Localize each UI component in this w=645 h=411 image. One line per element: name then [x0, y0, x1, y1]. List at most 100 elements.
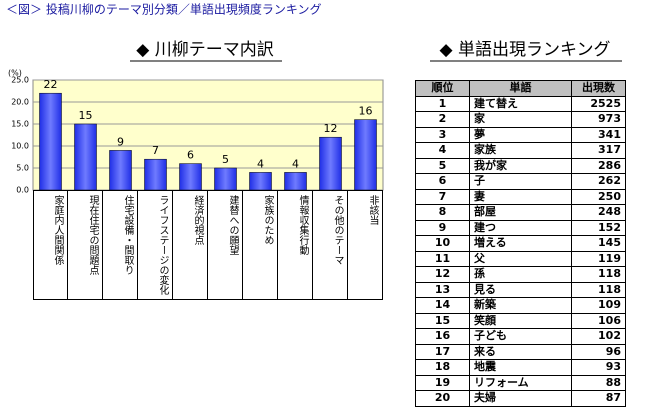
word: 来る	[469, 343, 572, 360]
word: 笑顔	[469, 312, 572, 329]
y-tick-label: 20.0	[11, 98, 29, 107]
value-label: 22	[44, 78, 58, 91]
count: 106	[571, 312, 626, 329]
x-tick-label: 住宅設備・間取り	[103, 190, 138, 300]
table-row: 6 子 262	[415, 173, 626, 190]
bar	[354, 119, 377, 191]
rank: 18	[415, 359, 470, 376]
word: リフォーム	[469, 374, 572, 391]
value-label: 12	[324, 122, 338, 135]
x-tick-label: 建替への願望	[208, 190, 243, 300]
count: 118	[571, 281, 626, 298]
count: 96	[571, 343, 626, 360]
bar	[144, 158, 167, 191]
table-row: 19 リフォーム 88	[415, 374, 626, 391]
column-header: 順位	[415, 80, 470, 97]
word: 地震	[469, 359, 572, 376]
table-row: 16 子ども 102	[415, 328, 626, 345]
value-label: 4	[257, 157, 264, 170]
word: 妻	[469, 188, 572, 205]
x-tick-label: ライフステージの変化	[138, 190, 173, 300]
word: 夢	[469, 126, 572, 143]
table-title: ◆ 単語出現ランキング	[440, 40, 611, 60]
rank: 2	[415, 111, 470, 128]
value-label: 16	[359, 105, 373, 118]
table-row: 4 家族 317	[415, 142, 626, 159]
table-row: 14 新築 109	[415, 297, 626, 314]
x-tick-label: 現在住宅の問題点	[68, 190, 103, 300]
count: 152	[571, 219, 626, 236]
x-tick-label: 情報収集行動	[278, 190, 313, 300]
rank: 15	[415, 312, 470, 329]
table-row: 3 夢 341	[415, 126, 626, 143]
bar	[179, 163, 202, 191]
value-label: 7	[152, 144, 159, 157]
column-header: 単語	[469, 80, 572, 97]
rank: 7	[415, 188, 470, 205]
count: 109	[571, 297, 626, 314]
table-row: 17 来る 96	[415, 343, 626, 360]
rank: 14	[415, 297, 470, 314]
rank: 19	[415, 374, 470, 391]
table-row: 10 増える 145	[415, 235, 626, 252]
bar	[74, 123, 97, 191]
rank: 12	[415, 266, 470, 283]
rank: 16	[415, 328, 470, 345]
count: 2525	[571, 95, 626, 112]
table-row: 13 見る 118	[415, 281, 626, 298]
count: 973	[571, 111, 626, 128]
table-row: 15 笑顔 106	[415, 312, 626, 329]
word: 子	[469, 173, 572, 190]
x-tick-label: その他のテーマ	[313, 190, 348, 300]
word: 夫婦	[469, 390, 572, 407]
table-row: 1 建て替え 2525	[415, 95, 626, 112]
value-label: 6	[187, 149, 194, 162]
word: 父	[469, 250, 572, 267]
count: 250	[571, 188, 626, 205]
count: 93	[571, 359, 626, 376]
x-tick-label: 家族のため	[243, 190, 278, 300]
word: 新築	[469, 297, 572, 314]
table-row: 8 部屋 248	[415, 204, 626, 221]
table-row: 11 父 119	[415, 250, 626, 267]
x-tick-label: 非該当	[348, 190, 383, 300]
bar	[284, 172, 307, 191]
count: 286	[571, 157, 626, 174]
table-row: 7 妻 250	[415, 188, 626, 205]
table-row: 20 夫婦 87	[415, 390, 626, 407]
word: 我が家	[469, 157, 572, 174]
header-row: 順位 単語 出現数	[415, 80, 626, 97]
bar	[249, 172, 272, 191]
bar	[109, 150, 132, 191]
count: 341	[571, 126, 626, 143]
count: 248	[571, 204, 626, 221]
x-tick-label: 家庭内人間関係	[33, 190, 68, 300]
count: 118	[571, 266, 626, 283]
y-tick-label: 5.0	[16, 164, 29, 173]
count: 317	[571, 142, 626, 159]
count: 87	[571, 390, 626, 407]
count: 262	[571, 173, 626, 190]
y-tick-label: 10.0	[11, 142, 29, 151]
rank: 11	[415, 250, 470, 267]
rank: 3	[415, 126, 470, 143]
rank: 8	[415, 204, 470, 221]
bar	[39, 92, 62, 191]
y-tick-label: 0.0	[16, 186, 29, 195]
rank: 17	[415, 343, 470, 360]
bar	[319, 136, 342, 191]
word: 増える	[469, 235, 572, 252]
rank: 5	[415, 157, 470, 174]
word: 孫	[469, 266, 572, 283]
rank: 10	[415, 235, 470, 252]
table-row: 12 孫 118	[415, 266, 626, 283]
word: 家族	[469, 142, 572, 159]
word: 建つ	[469, 219, 572, 236]
count: 102	[571, 328, 626, 345]
rank: 9	[415, 219, 470, 236]
word: 建て替え	[469, 95, 572, 112]
count: 88	[571, 374, 626, 391]
count: 145	[571, 235, 626, 252]
value-label: 15	[79, 109, 93, 122]
